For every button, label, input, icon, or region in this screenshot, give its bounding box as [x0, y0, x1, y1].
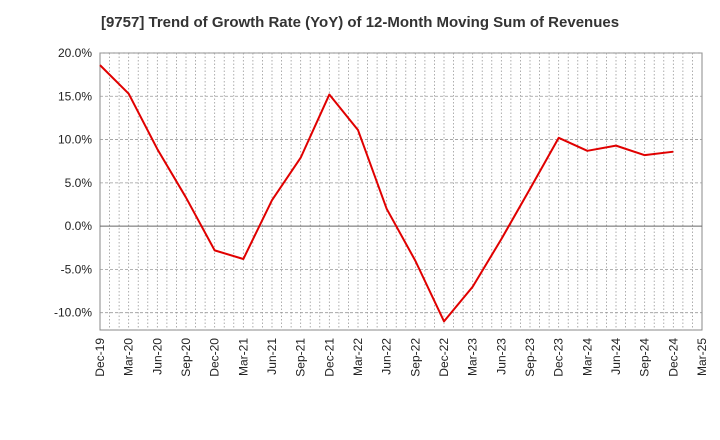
- x-tick-label: Mar-20: [122, 338, 136, 376]
- x-tick-label: Dec-22: [437, 338, 451, 377]
- x-tick-label: Mar-21: [236, 338, 250, 376]
- x-tick-label: Sep-24: [638, 338, 652, 377]
- x-tick-label: Sep-22: [408, 338, 422, 377]
- x-tick-label: Dec-23: [552, 338, 566, 377]
- y-tick-label: 5.0%: [65, 176, 93, 190]
- plot-area: [99, 52, 703, 331]
- x-tick-label: Dec-19: [93, 338, 107, 377]
- x-tick-label: Sep-20: [179, 338, 193, 377]
- x-tick-label: Mar-24: [580, 338, 594, 376]
- x-tick-label: Jun-23: [494, 338, 508, 375]
- x-tick-label: Dec-21: [322, 338, 336, 377]
- y-tick-label: 10.0%: [58, 133, 92, 147]
- x-tick-label: Sep-21: [294, 338, 308, 377]
- x-tick-label: Jun-21: [265, 338, 279, 375]
- x-tick-label: Mar-23: [466, 338, 480, 376]
- x-tick-label: Mar-25: [695, 338, 709, 376]
- y-tick-label: 0.0%: [65, 219, 93, 233]
- x-tick-label: Jun-24: [609, 338, 623, 375]
- x-tick-label: Dec-24: [666, 338, 680, 377]
- y-tick-label: -5.0%: [61, 262, 93, 276]
- x-tick-label: Dec-20: [208, 338, 222, 377]
- x-tick-label: Sep-23: [523, 338, 537, 377]
- x-tick-label: Jun-20: [150, 338, 164, 375]
- y-tick-label: -10.0%: [54, 306, 92, 320]
- x-tick-label: Mar-22: [351, 338, 365, 376]
- x-tick-label: Jun-22: [380, 338, 394, 375]
- y-tick-label: 20.0%: [58, 46, 92, 60]
- series-line: [99, 64, 674, 323]
- y-tick-label: 15.0%: [58, 89, 92, 103]
- chart-title: [9757] Trend of Growth Rate (YoY) of 12-…: [100, 14, 620, 31]
